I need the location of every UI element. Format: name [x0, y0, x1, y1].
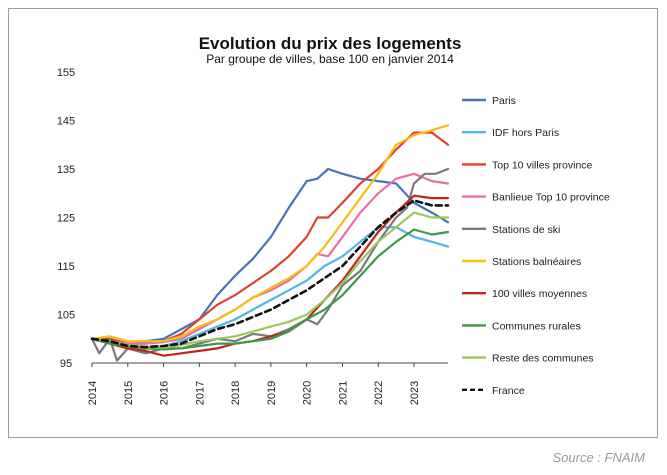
series-line-france [90, 199, 450, 349]
chart-subtitle: Par groupe de villes, base 100 en janvie… [206, 52, 454, 66]
y-tick-label: 95 [60, 358, 72, 370]
series-line-100-villes-moyennes [90, 194, 450, 357]
x-tick-label: 2017 [194, 381, 206, 405]
legend-entry: Banlieue Top 10 province [492, 192, 610, 204]
legend-entry: Reste des communes [492, 353, 594, 365]
x-tick-label: 2019 [266, 381, 278, 405]
x-tick-label: 2022 [373, 381, 385, 405]
y-tick-label: 155 [57, 67, 75, 79]
x-tick-label: 2021 [337, 381, 349, 405]
axes: 95 105 115 125 135 145 155 2014 2015 2016 2017 2018… [57, 67, 448, 405]
y-tick-label: 125 [57, 213, 75, 225]
x-tick-label: 2014 [87, 381, 99, 405]
series-line-stations-de-ski [90, 167, 450, 362]
legend-entry: Stations de ski [492, 224, 560, 236]
source-note: Source : FNAIM [552, 450, 645, 465]
series-line-reste-des-communes [90, 211, 450, 349]
chart-title: Evolution du prix des logements [199, 34, 462, 53]
legend-entry: France [492, 385, 525, 397]
y-tick-label: 115 [57, 261, 75, 273]
y-tick-label: 145 [57, 116, 75, 128]
y-tick-label: 135 [57, 164, 75, 176]
series-lines [90, 124, 450, 362]
y-tick-label: 105 [57, 310, 75, 322]
series-line-stations-baln-aires [90, 124, 450, 343]
x-tick-label: 2020 [302, 381, 314, 405]
series-line-paris [90, 167, 450, 346]
legend-entry: Stations balnéaires [492, 256, 581, 268]
x-tick-label: 2023 [409, 381, 421, 405]
legend: Paris IDF hors Paris Top 10 villes provinc… [462, 95, 610, 397]
legend-entry: Communes rurales [492, 320, 581, 332]
legend-entry: IDF hors Paris [492, 127, 559, 139]
x-tick-label: 2015 [123, 381, 135, 405]
chart-frame [8, 8, 658, 438]
legend-entry: Top 10 villes province [492, 159, 593, 171]
x-tick-label: 2016 [159, 381, 171, 405]
x-tick-label: 2018 [230, 381, 242, 405]
series-line-communes-rurales [90, 228, 450, 351]
series-line-banlieue-top-10-province [90, 172, 450, 345]
legend-entry: Paris [492, 95, 516, 107]
legend-entry: 100 villes moyennes [492, 288, 587, 300]
